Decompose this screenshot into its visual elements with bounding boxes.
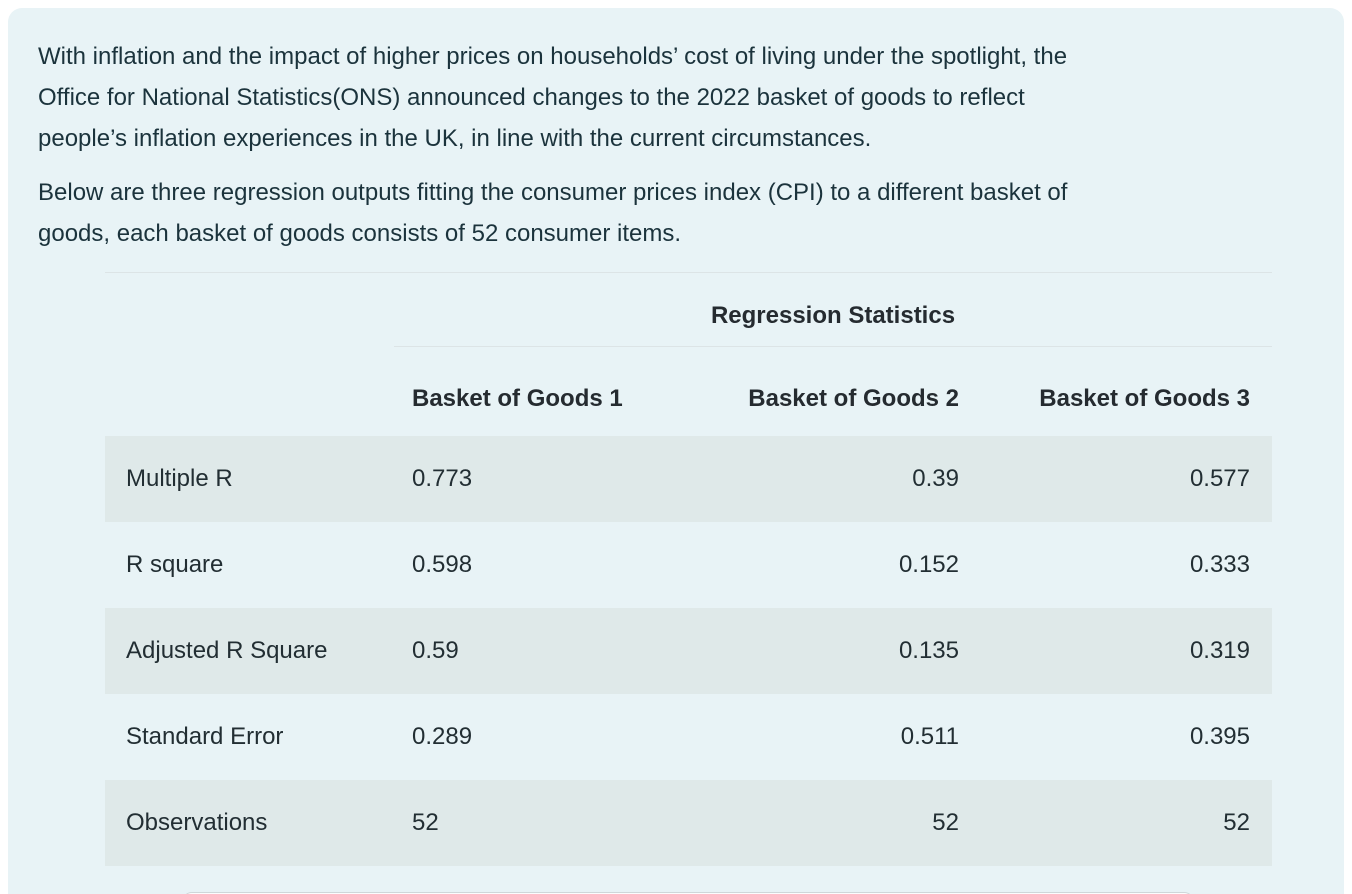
- regression-table: Regression Statistics Basket of Goods 1 …: [105, 272, 1272, 866]
- table-row: Multiple R 0.773 0.39 0.577: [105, 436, 1272, 522]
- cell-value: 0.511: [900, 723, 959, 750]
- table-title-divider: [394, 346, 1272, 347]
- cell-value: 52: [1223, 809, 1250, 836]
- cell-value: 0.395: [1189, 723, 1250, 750]
- row-label: Adjusted R Square: [126, 637, 328, 664]
- table-row: Adjusted R Square 0.59 0.135 0.319: [105, 608, 1272, 694]
- table-top-divider: [105, 272, 1272, 273]
- paragraph-line: With inflation and the impact of higher …: [38, 43, 1068, 70]
- table-title-row: Regression Statistics: [105, 273, 1272, 346]
- column-header-basket-1: Basket of Goods 1: [412, 384, 623, 412]
- paragraph-line: Below are three regression outputs fitti…: [38, 179, 1068, 206]
- question-paragraph-2: Below are three regression outputs fitti…: [38, 172, 1314, 254]
- table-row: Standard Error 0.289 0.511 0.395: [105, 694, 1272, 780]
- paragraph-line: goods, each basket of goods consists of …: [38, 220, 682, 247]
- cell-value: 0.39: [912, 465, 959, 492]
- paragraph-line: people’s inflation experiences in the UK…: [38, 125, 872, 152]
- question-intro: With inflation and the impact of higher …: [8, 8, 1344, 254]
- row-label: Standard Error: [126, 723, 284, 750]
- row-label: Observations: [126, 809, 268, 836]
- question-paragraph-1: With inflation and the impact of higher …: [38, 36, 1314, 159]
- cell-value: 0.577: [1189, 465, 1250, 492]
- row-label: R square: [126, 551, 224, 578]
- column-header-basket-3: Basket of Goods 3: [1039, 384, 1250, 412]
- cell-value: 0.773: [412, 465, 473, 492]
- table-row: Observations 52 52 52: [105, 780, 1272, 866]
- cell-value: 0.59: [412, 637, 459, 664]
- cell-value: 0.135: [898, 637, 959, 664]
- cell-value: 0.598: [412, 551, 473, 578]
- cell-value: 52: [412, 809, 439, 836]
- cell-value: 0.152: [898, 551, 959, 578]
- cell-value: 0.333: [1189, 551, 1250, 578]
- cell-value: 0.319: [1189, 637, 1250, 664]
- column-header-basket-2: Basket of Goods 2: [748, 384, 959, 412]
- paragraph-line: Office for National Statistics(ONS) anno…: [38, 84, 1025, 111]
- table-header-row: Basket of Goods 1 Basket of Goods 2 Bask…: [105, 347, 1272, 436]
- row-label: Multiple R: [126, 465, 233, 492]
- question-card: With inflation and the impact of higher …: [8, 8, 1344, 894]
- table-title: Regression Statistics: [710, 302, 956, 329]
- table-row: R square 0.598 0.152 0.333: [105, 522, 1272, 608]
- cell-value: 0.289: [412, 723, 473, 750]
- cell-value: 52: [932, 809, 959, 836]
